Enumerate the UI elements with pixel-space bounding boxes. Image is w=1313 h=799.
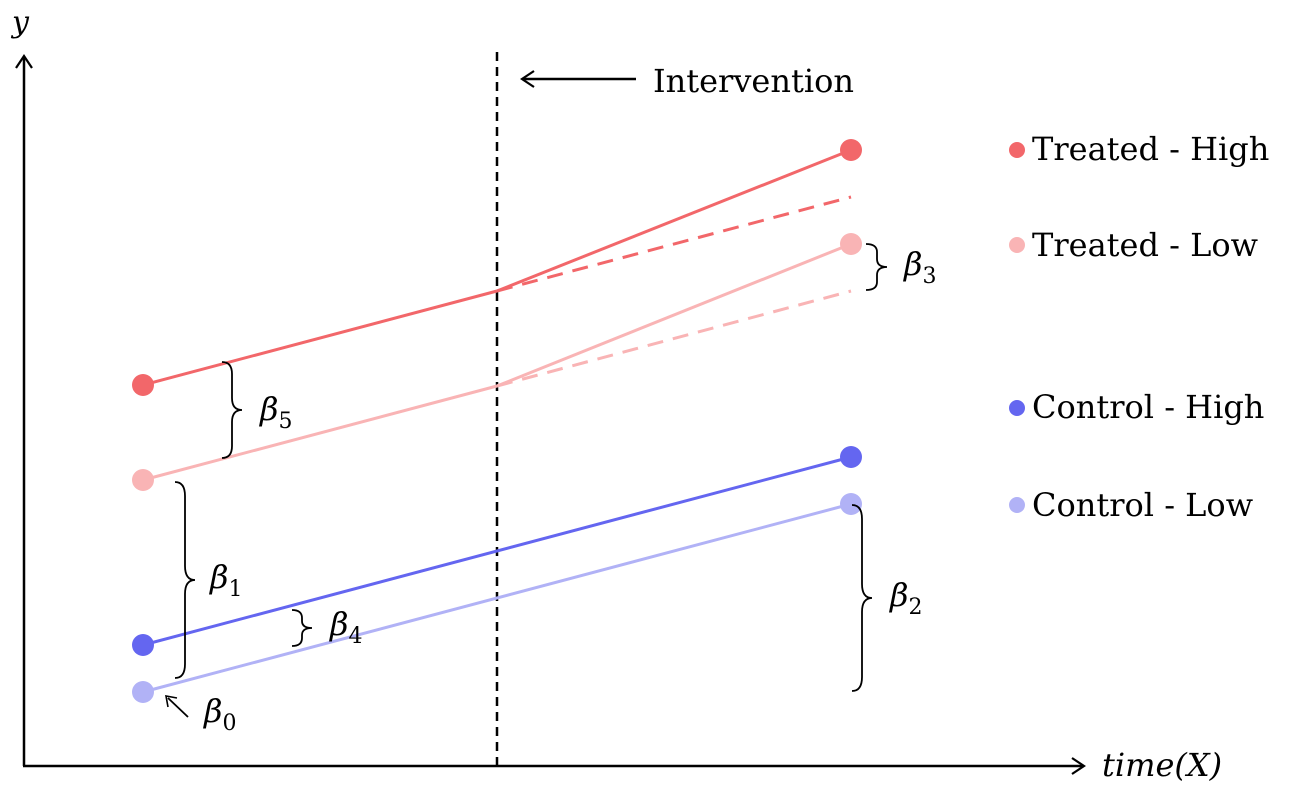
y-axis-arrowhead (15, 54, 33, 69)
control-low-end-point (840, 493, 862, 515)
beta0-arrow (167, 697, 189, 718)
control-high-start-point (132, 634, 154, 656)
y-axis-label: y (10, 5, 30, 40)
legend-marker-control-high (1009, 400, 1025, 416)
beta4-label: β4 (329, 605, 363, 649)
treated-low-counterfactual-line (496, 289, 852, 388)
control-high-end-point (840, 446, 862, 468)
legend-marker-treated-high (1009, 142, 1025, 158)
legend-marker-control-low (1009, 497, 1025, 513)
treated-low-end-point (840, 233, 862, 255)
beta5-label: β5 (259, 390, 293, 434)
legend-marker-treated-low (1009, 237, 1025, 253)
treated-low-start-point (132, 469, 154, 491)
treated-high-post-line (496, 148, 852, 293)
treated-high-start-point (132, 374, 154, 396)
intervention-label: Intervention (653, 62, 854, 100)
beta0-arrowhead (165, 695, 178, 708)
legend-label-treated-low: Treated - Low (1032, 226, 1258, 264)
legend: Treated - High Treated - Low Control - H… (1009, 130, 1269, 524)
beta5-brace (221, 361, 243, 459)
treated-high-counterfactual-line (496, 195, 852, 293)
beta2-brace (851, 504, 873, 692)
beta4-brace (291, 609, 313, 647)
treated-low-pre-line (142, 384, 498, 482)
legend-label-control-high: Control - High (1032, 388, 1264, 426)
beta1-label: β1 (209, 558, 243, 602)
treated-low-post-line (496, 242, 852, 388)
control-high-line (142, 455, 852, 647)
beta0-label: β0 (203, 692, 237, 736)
x-axis-arrowhead (1071, 757, 1086, 775)
treated-high-pre-line (142, 289, 498, 387)
beta1-brace (174, 481, 196, 679)
intervention-arrowhead (520, 70, 535, 88)
beta3-brace (865, 243, 888, 291)
control-low-line (142, 502, 852, 694)
beta3-label: β3 (903, 245, 937, 289)
control-low-start-point (132, 681, 154, 703)
treated-high-end-point (840, 139, 862, 161)
legend-label-treated-high: Treated - High (1032, 130, 1269, 168)
legend-label-control-low: Control - Low (1032, 486, 1253, 524)
x-axis-label: time(X) (1102, 746, 1222, 784)
beta2-label: β2 (889, 576, 923, 620)
